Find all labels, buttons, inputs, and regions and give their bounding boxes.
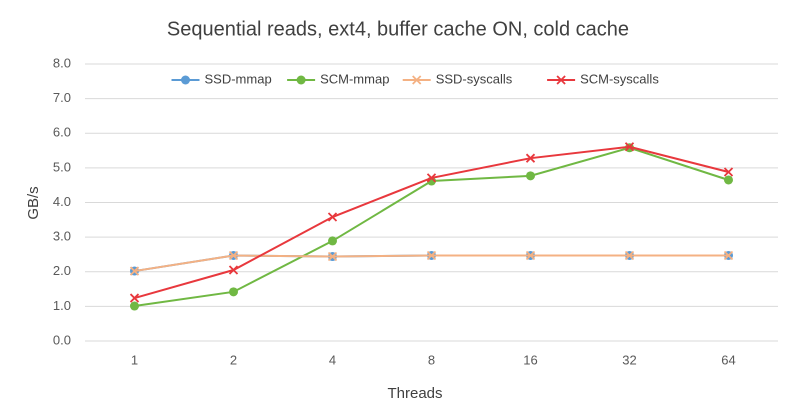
legend-marker bbox=[556, 75, 566, 85]
data-point bbox=[327, 212, 338, 222]
legend-text: SCM-syscalls bbox=[580, 71, 659, 86]
legend-marker bbox=[412, 75, 422, 85]
y-tick-label: 2.0 bbox=[53, 263, 71, 278]
legend-marker bbox=[181, 75, 190, 85]
data-point bbox=[723, 250, 734, 261]
data-point bbox=[229, 287, 238, 297]
chart-title: Sequential reads, ext4, buffer cache ON,… bbox=[167, 18, 629, 40]
data-point bbox=[129, 266, 140, 276]
x-tick-label: 8 bbox=[428, 352, 435, 367]
data-point bbox=[724, 175, 733, 185]
data-point bbox=[525, 250, 536, 261]
y-tick-label: 3.0 bbox=[53, 229, 71, 244]
x-axis-label: Threads bbox=[387, 385, 442, 402]
data-point bbox=[525, 153, 536, 163]
x-tick-label: 4 bbox=[329, 352, 336, 367]
data-point bbox=[723, 167, 734, 177]
x-tick-label: 2 bbox=[230, 352, 237, 367]
data-point bbox=[526, 171, 535, 181]
data-point bbox=[426, 250, 437, 261]
y-axis-label: GB/s bbox=[25, 186, 42, 219]
x-tick-label: 16 bbox=[523, 352, 537, 367]
data-point bbox=[228, 250, 239, 261]
x-tick-label: 32 bbox=[622, 352, 636, 367]
data-point bbox=[129, 293, 140, 303]
y-tick-label: 6.0 bbox=[53, 125, 71, 140]
legend-text: SSD-syscalls bbox=[436, 71, 513, 86]
y-tick-label: 1.0 bbox=[53, 298, 71, 313]
series-line bbox=[134, 145, 729, 300]
data-point bbox=[228, 265, 239, 275]
data-point bbox=[624, 250, 635, 261]
legend-text: SSD-mmap bbox=[205, 71, 272, 86]
y-tick-label: 5.0 bbox=[53, 159, 71, 174]
data-point bbox=[328, 236, 337, 246]
series-line bbox=[134, 146, 729, 308]
x-tick-label: 64 bbox=[721, 352, 735, 367]
data-point bbox=[426, 173, 437, 183]
y-tick-label: 0.0 bbox=[53, 332, 71, 347]
data-point bbox=[130, 301, 139, 311]
y-tick-label: 4.0 bbox=[53, 194, 71, 209]
legend-text: SCM-mmap bbox=[320, 71, 389, 86]
y-tick-label: 7.0 bbox=[53, 90, 71, 105]
data-point bbox=[624, 142, 635, 152]
y-tick-label: 8.0 bbox=[53, 55, 71, 70]
legend-marker bbox=[296, 75, 306, 85]
data-point bbox=[327, 251, 338, 262]
x-tick-label: 1 bbox=[131, 352, 138, 367]
